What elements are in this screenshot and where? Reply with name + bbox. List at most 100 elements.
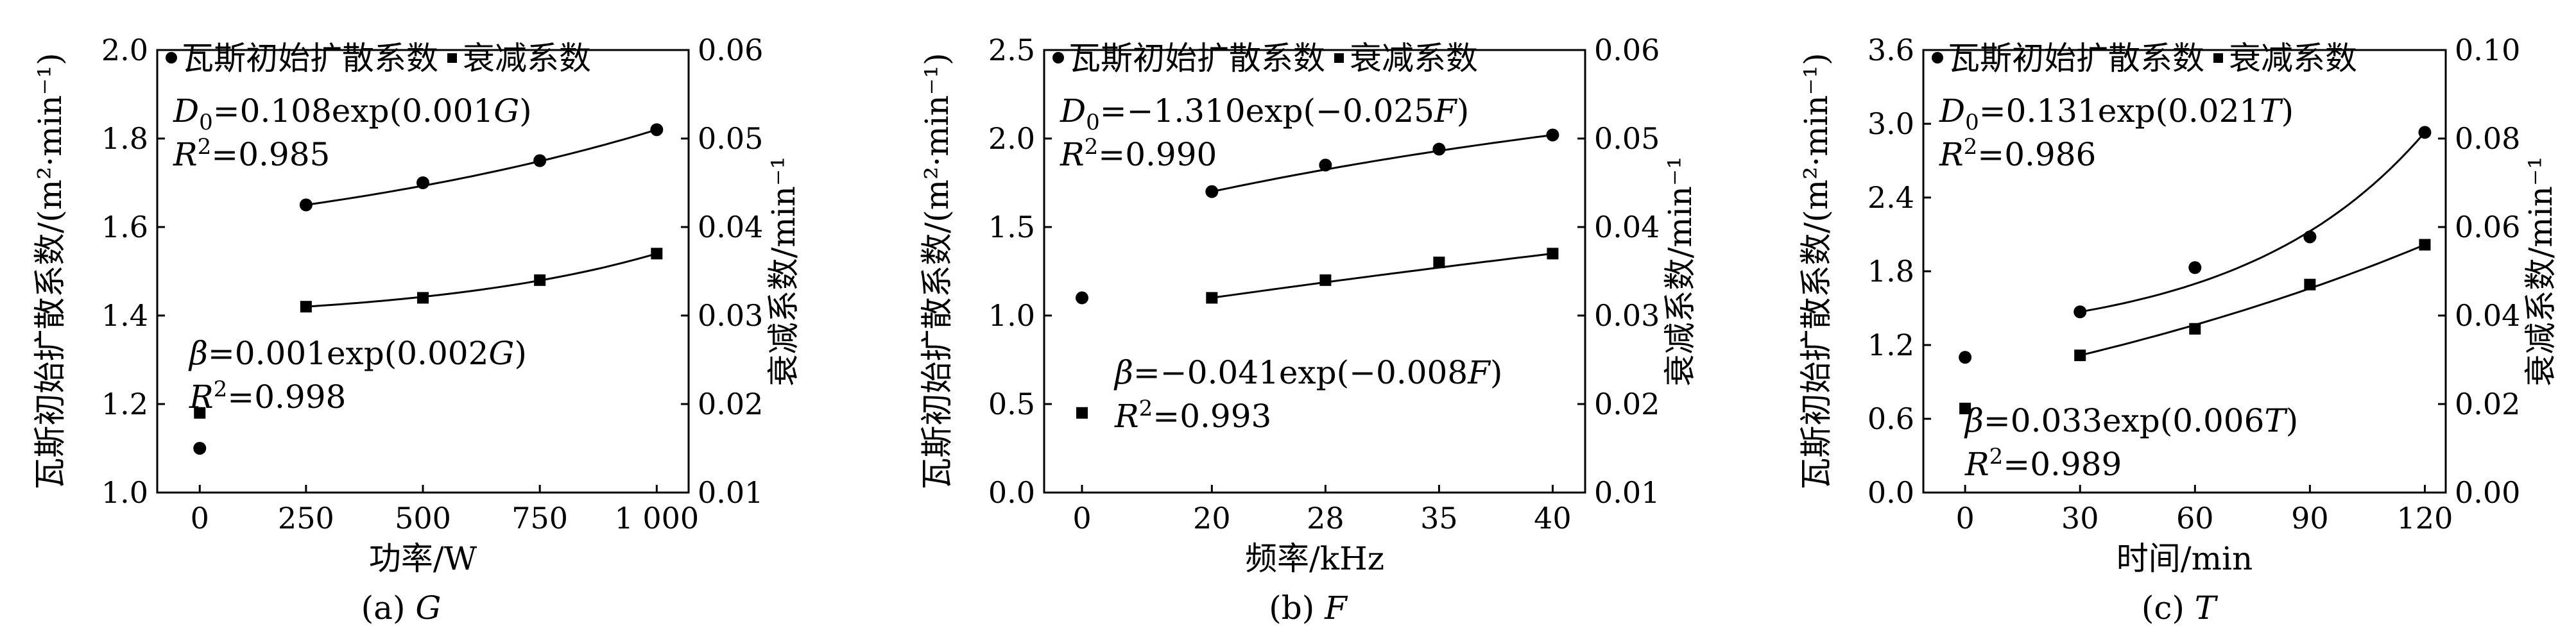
data-point-square	[300, 301, 312, 313]
caption-label: (b)	[1269, 589, 1325, 627]
caption-variable: F	[1324, 589, 1348, 627]
x-tick-label: 500	[395, 501, 451, 536]
r2-symbol: R	[1114, 398, 1139, 435]
equation-rhs: =0.001exp(0.002	[208, 335, 488, 372]
y-right-tick-label: 0.08	[2455, 121, 2520, 156]
y-left-tick-label: 0.0	[988, 475, 1035, 510]
data-point-circle	[2418, 126, 2432, 139]
y-right-axis-label: 衰减系数/min⁻¹	[1662, 156, 1699, 387]
fit-equation-2: β=−0.041exp(−0.008F)	[1113, 354, 1502, 391]
legend-label-1: 瓦斯初始扩散系数	[182, 40, 438, 77]
equation-variable: T	[2264, 402, 2288, 439]
fit-r2-2: R2=0.998	[189, 376, 346, 416]
r2-value: =0.998	[227, 378, 346, 416]
x-tick-label: 1 000	[614, 501, 699, 536]
equation-lhs: β	[1113, 354, 1133, 391]
data-point-square	[534, 274, 546, 286]
legend-label-1: 瓦斯初始扩散系数	[1069, 40, 1325, 77]
x-tick-label: 250	[278, 501, 334, 536]
panel-caption: (b) F	[1269, 589, 1348, 627]
data-point-circle	[2188, 261, 2202, 274]
y-right-tick-label: 0.02	[2455, 387, 2520, 421]
y-right-tick-label: 0.03	[698, 298, 763, 333]
caption-label: (a)	[361, 589, 416, 627]
equation-rhs: =−1.310exp(−0.025	[1100, 92, 1434, 130]
r2-superscript: 2	[1139, 396, 1153, 421]
data-point-square	[2419, 239, 2431, 251]
data-point-square	[1206, 292, 1218, 304]
equation-lhs: D	[1060, 92, 1086, 130]
fit-r2-2: R2=0.993	[1114, 396, 1271, 435]
fit-r2-1: R2=0.990	[1060, 134, 1217, 173]
equation-close: )	[519, 92, 532, 130]
panel-caption: (c) T	[2142, 589, 2219, 627]
x-tick-label: 40	[1534, 501, 1572, 536]
y-left-tick-label: 3.0	[1868, 106, 1914, 141]
x-tick-label: 20	[1193, 501, 1231, 536]
equation-variable: G	[494, 92, 519, 130]
y-left-tick-label: 1.5	[988, 210, 1035, 244]
y-left-tick-label: 2.0	[988, 121, 1035, 156]
legend: 瓦斯初始扩散系数 衰减系数	[166, 40, 591, 77]
data-point-square	[651, 248, 663, 260]
y-left-tick-label: 2.4	[1868, 180, 1914, 215]
data-point-square	[417, 292, 429, 304]
fit-equation-2: β=0.033exp(0.006T)	[1964, 402, 2298, 439]
data-point-circle	[416, 176, 429, 189]
x-axis-label: 频率/kHz	[1245, 540, 1384, 577]
data-point-circle	[1319, 158, 1332, 172]
equation-close: )	[2286, 402, 2299, 439]
y-right-tick-label: 0.02	[1594, 387, 1660, 421]
y-right-tick-label: 0.04	[2455, 298, 2520, 333]
y-left-tick-label: 0.5	[988, 387, 1035, 421]
equation-rhs: =0.108exp(0.001	[213, 92, 494, 130]
y-right-tick-label: 0.06	[2455, 210, 2520, 244]
y-right-axis-label: 衰减系数/min⁻¹	[765, 156, 802, 387]
fit-equation-2: β=0.001exp(0.002G)	[188, 335, 527, 372]
caption-variable: T	[2195, 589, 2219, 627]
x-tick-label: 750	[511, 501, 568, 536]
y-right-tick-label: 0.05	[1594, 121, 1660, 156]
caption-variable: G	[415, 589, 441, 627]
x-tick-label: 0	[1955, 501, 1974, 536]
y-left-tick-label: 2.0	[101, 33, 148, 67]
r2-symbol: R	[173, 136, 198, 173]
data-point-square	[2074, 350, 2086, 362]
y-left-tick-label: 1.6	[101, 210, 148, 244]
fit-curve-1	[2079, 131, 2426, 313]
r2-symbol: R	[1939, 136, 1964, 173]
y-right-tick-label: 0.04	[1594, 210, 1660, 244]
x-tick-label: 30	[2061, 501, 2099, 536]
legend-marker-circle	[1932, 52, 1943, 63]
x-axis-label: 时间/min	[2117, 540, 2253, 577]
r2-value: =0.985	[211, 136, 330, 173]
equation-close: )	[1490, 354, 1503, 391]
data-point-square	[2189, 323, 2201, 335]
y-right-tick-label: 0.04	[698, 210, 763, 244]
data-point-circle	[1432, 142, 1446, 156]
fit-curve-2	[305, 252, 657, 308]
equation-lhs: β	[188, 335, 208, 372]
fit-curve-1	[1211, 134, 1553, 193]
y-right-tick-label: 0.03	[1594, 298, 1660, 333]
data-point-square	[1076, 407, 1088, 419]
y-left-tick-label: 1.4	[101, 298, 148, 333]
y-right-tick-label: 0.02	[698, 387, 763, 421]
equation-variable: T	[2260, 92, 2283, 130]
data-point-circle	[1546, 128, 1559, 142]
y-left-axis-label: 瓦斯初始扩散系数/(m²·min⁻¹)	[1798, 53, 1835, 489]
y-right-tick-label: 0.06	[1594, 33, 1660, 67]
data-point-square	[2304, 278, 2316, 291]
x-tick-label: 120	[2397, 501, 2453, 536]
equation-close: )	[2281, 92, 2294, 130]
plot-frame	[1043, 49, 1586, 494]
fit-curve-2	[1212, 252, 1553, 299]
r2-superscript: 2	[1989, 444, 2004, 469]
data-point-square	[1319, 274, 1332, 286]
equation-subscript: 0	[199, 110, 213, 135]
r2-value: =0.989	[2003, 446, 2122, 483]
r2-superscript: 2	[1964, 134, 1978, 160]
legend-marker-circle	[1052, 52, 1064, 63]
y-right-tick-label: 0.01	[1594, 475, 1660, 510]
